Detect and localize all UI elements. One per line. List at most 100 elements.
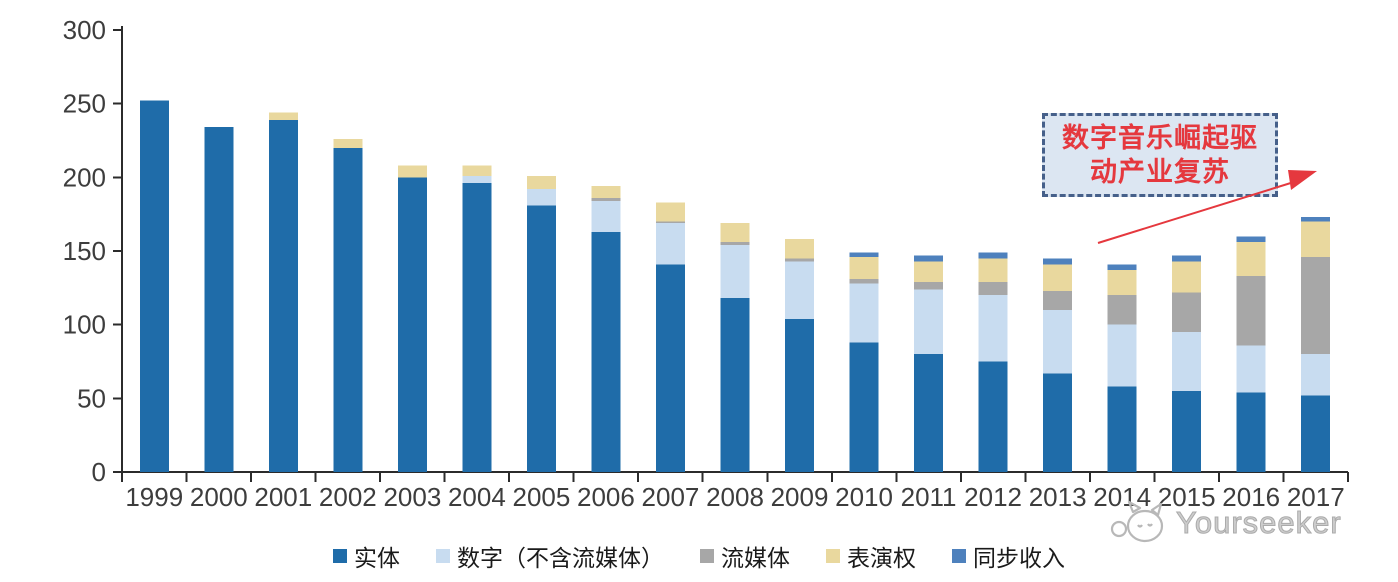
bar-segment-2011-实体	[914, 354, 944, 472]
legend-item-2: 流媒体	[700, 539, 790, 573]
bar-segment-2013-流媒体	[1043, 290, 1073, 310]
bar-segment-2009-数字（不含流媒体）	[785, 261, 815, 319]
bar-segment-2008-数字（不含流媒体）	[720, 245, 750, 299]
bar-segment-2008-实体	[720, 298, 750, 472]
bar-segment-2002-实体	[333, 147, 363, 472]
bar-segment-2014-表演权	[1107, 270, 1137, 296]
bar-segment-2001-实体	[268, 119, 298, 472]
y-tick-label: 150	[63, 236, 106, 266]
bar-segment-2014-数字（不含流媒体）	[1107, 324, 1137, 387]
x-tick-label: 2001	[254, 482, 312, 512]
legend-swatch-icon	[700, 549, 714, 563]
bar-segment-2010-表演权	[849, 256, 879, 279]
bar-segment-2016-表演权	[1236, 242, 1266, 277]
bar-segment-2017-实体	[1301, 395, 1331, 472]
bar-segment-2010-实体	[849, 342, 879, 472]
x-tick-label: 2012	[964, 482, 1022, 512]
bar-segment-2003-表演权	[397, 165, 427, 178]
chart-legend: 实体 数字（不含流媒体） 流媒体 表演权 同步收入	[0, 540, 1398, 572]
x-tick-label: 2000	[190, 482, 248, 512]
bar-segment-2009-表演权	[785, 239, 815, 259]
bar-segment-2006-流媒体	[591, 197, 621, 201]
bar-segment-2017-数字（不含流媒体）	[1301, 354, 1331, 396]
x-tick-label: 2007	[642, 482, 700, 512]
x-tick-label: 1999	[125, 482, 183, 512]
legend-label: 流媒体	[721, 546, 790, 571]
y-tick-label: 200	[63, 162, 106, 192]
bar-segment-2002-表演权	[333, 139, 363, 148]
bar-segment-2016-实体	[1236, 392, 1266, 472]
bar-segment-2015-实体	[1172, 390, 1202, 472]
bar-segment-2017-流媒体	[1301, 256, 1331, 355]
bar-segment-2012-流媒体	[978, 281, 1008, 296]
bar-segment-2007-流媒体	[655, 221, 685, 224]
bar-segment-2016-数字（不含流媒体）	[1236, 345, 1266, 393]
bar-segment-2003-实体	[397, 177, 427, 473]
bar-segment-2010-数字（不含流媒体）	[849, 283, 879, 343]
x-tick-label: 2014	[1093, 482, 1151, 512]
bar-segment-2008-流媒体	[720, 242, 750, 246]
legend-swatch-icon	[333, 549, 347, 563]
y-tick-label: 300	[63, 15, 106, 45]
x-tick-label: 2004	[448, 482, 506, 512]
bar-segment-2004-数字（不含流媒体）	[462, 175, 492, 184]
x-tick-label: 2009	[771, 482, 829, 512]
legend-item-0: 实体	[333, 539, 400, 573]
bar-segment-2017-同步收入	[1301, 217, 1331, 222]
bar-segment-2005-实体	[526, 205, 556, 472]
bar-segment-2012-实体	[978, 361, 1008, 472]
legend-item-3: 表演权	[826, 539, 916, 573]
y-tick-label: 50	[77, 383, 106, 413]
y-tick-label: 100	[63, 310, 106, 340]
bar-segment-2009-实体	[785, 318, 815, 472]
bar-segment-2014-同步收入	[1107, 264, 1137, 271]
x-tick-label: 2002	[319, 482, 377, 512]
bar-segment-2005-表演权	[526, 175, 556, 190]
legend-swatch-icon	[952, 549, 966, 563]
y-tick-label: 0	[92, 457, 106, 487]
bar-segment-2011-表演权	[914, 261, 944, 282]
bar-segment-2015-同步收入	[1172, 255, 1202, 262]
bar-segment-2013-实体	[1043, 373, 1073, 472]
bar-segment-2013-数字（不含流媒体）	[1043, 309, 1073, 374]
bar-segment-2007-实体	[655, 264, 685, 472]
x-tick-label: 2011	[901, 482, 957, 512]
bar-segment-2008-表演权	[720, 223, 750, 243]
x-tick-label: 2010	[835, 482, 893, 512]
bar-segment-2014-流媒体	[1107, 295, 1137, 325]
x-tick-label: 2017	[1287, 482, 1345, 512]
bar-segment-2006-数字（不含流媒体）	[591, 200, 621, 232]
y-tick-label: 250	[63, 89, 106, 119]
x-tick-label: 2008	[706, 482, 764, 512]
x-tick-label: 2005	[512, 482, 570, 512]
legend-label: 表演权	[847, 546, 916, 571]
legend-item-4: 同步收入	[952, 539, 1065, 573]
bar-segment-2010-同步收入	[849, 252, 879, 257]
bar-segment-2004-实体	[462, 183, 492, 472]
bar-segment-2014-实体	[1107, 386, 1137, 472]
bar-segment-2004-表演权	[462, 165, 492, 176]
bar-segment-2005-数字（不含流媒体）	[526, 189, 556, 206]
bar-segment-2000-实体	[204, 127, 234, 473]
bar-segment-2011-同步收入	[914, 255, 944, 262]
bar-segment-2015-数字（不含流媒体）	[1172, 332, 1202, 391]
bar-segment-2012-表演权	[978, 258, 1008, 282]
bar-segment-2015-流媒体	[1172, 292, 1202, 333]
x-tick-label: 2013	[1029, 482, 1087, 512]
bar-segment-1999-实体	[139, 100, 169, 472]
legend-swatch-icon	[436, 549, 450, 563]
bar-segment-2006-实体	[591, 231, 621, 472]
bar-segment-2017-表演权	[1301, 221, 1331, 257]
x-tick-label: 2015	[1158, 482, 1216, 512]
annotation-callout: 数字音乐崛起驱 动产业复苏	[1042, 113, 1278, 197]
bar-segment-2006-表演权	[591, 186, 621, 198]
legend-swatch-icon	[826, 549, 840, 563]
bar-segment-2012-数字（不含流媒体）	[978, 295, 1008, 362]
x-tick-label: 2016	[1222, 482, 1280, 512]
bar-segment-2016-同步收入	[1236, 236, 1266, 243]
bar-segment-2007-数字（不含流媒体）	[655, 223, 685, 265]
annotation-text-line1: 数字音乐崛起驱	[1062, 123, 1258, 153]
legend-label: 数字（不含流媒体）	[457, 546, 664, 571]
x-tick-label: 2006	[577, 482, 635, 512]
